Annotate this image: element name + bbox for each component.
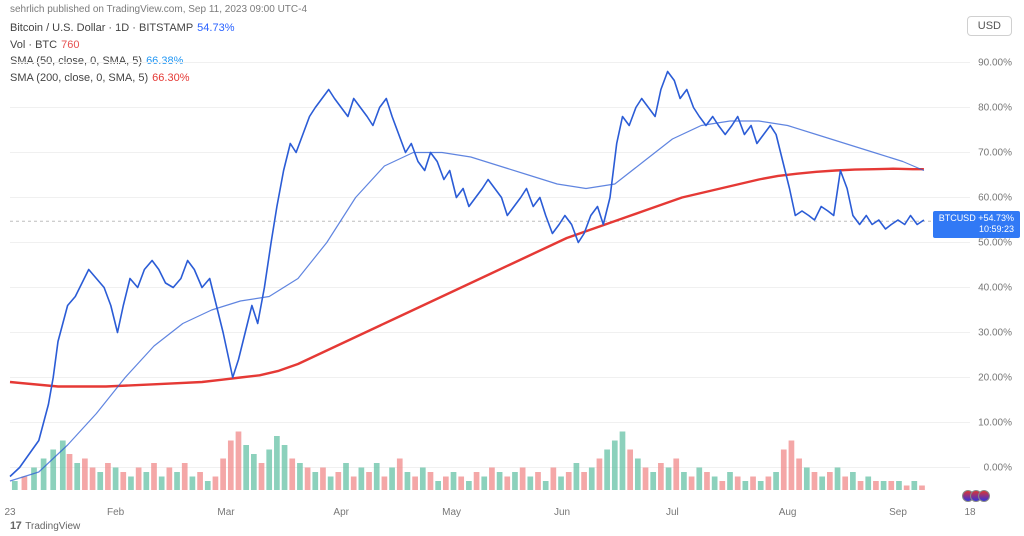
- x-tick-label: Jul: [666, 507, 679, 518]
- y-tick-label: 30.00%: [978, 327, 1012, 338]
- tv-logo-icon: 17: [10, 520, 21, 532]
- x-tick-label: Aug: [779, 507, 797, 518]
- x-tick-label: Feb: [107, 507, 124, 518]
- footer-text: TradingView: [25, 521, 80, 532]
- badge-value: +54.73%: [978, 213, 1014, 223]
- chart-svg[interactable]: [0, 0, 1024, 536]
- y-tick-label: 70.00%: [978, 147, 1012, 158]
- y-tick-label: 90.00%: [978, 57, 1012, 68]
- price-badge: BTCUSD +54.73% 10:59:23: [933, 211, 1020, 238]
- y-tick-label: 40.00%: [978, 282, 1012, 293]
- event-flags[interactable]: [966, 490, 990, 502]
- x-tick-label: Apr: [333, 507, 349, 518]
- x-tick-label: May: [442, 507, 461, 518]
- tradingview-footer[interactable]: 17 TradingView: [10, 520, 80, 532]
- y-tick-label: 50.00%: [978, 237, 1012, 248]
- flag-icon[interactable]: [978, 490, 990, 502]
- badge-symbol: BTCUSD: [939, 213, 976, 224]
- y-tick-label: 60.00%: [978, 192, 1012, 203]
- x-tick-label: 18: [964, 507, 975, 518]
- badge-time: 10:59:23: [979, 224, 1014, 234]
- x-tick-label: Jun: [554, 507, 570, 518]
- chart-container: sehrlich published on TradingView.com, S…: [0, 0, 1024, 536]
- y-tick-label: 10.00%: [978, 417, 1012, 428]
- x-tick-label: 23: [4, 507, 15, 518]
- x-tick-label: Sep: [889, 507, 907, 518]
- y-tick-label: 20.00%: [978, 372, 1012, 383]
- y-tick-label: 0.00%: [984, 462, 1012, 473]
- y-tick-label: 80.00%: [978, 102, 1012, 113]
- x-tick-label: Mar: [217, 507, 234, 518]
